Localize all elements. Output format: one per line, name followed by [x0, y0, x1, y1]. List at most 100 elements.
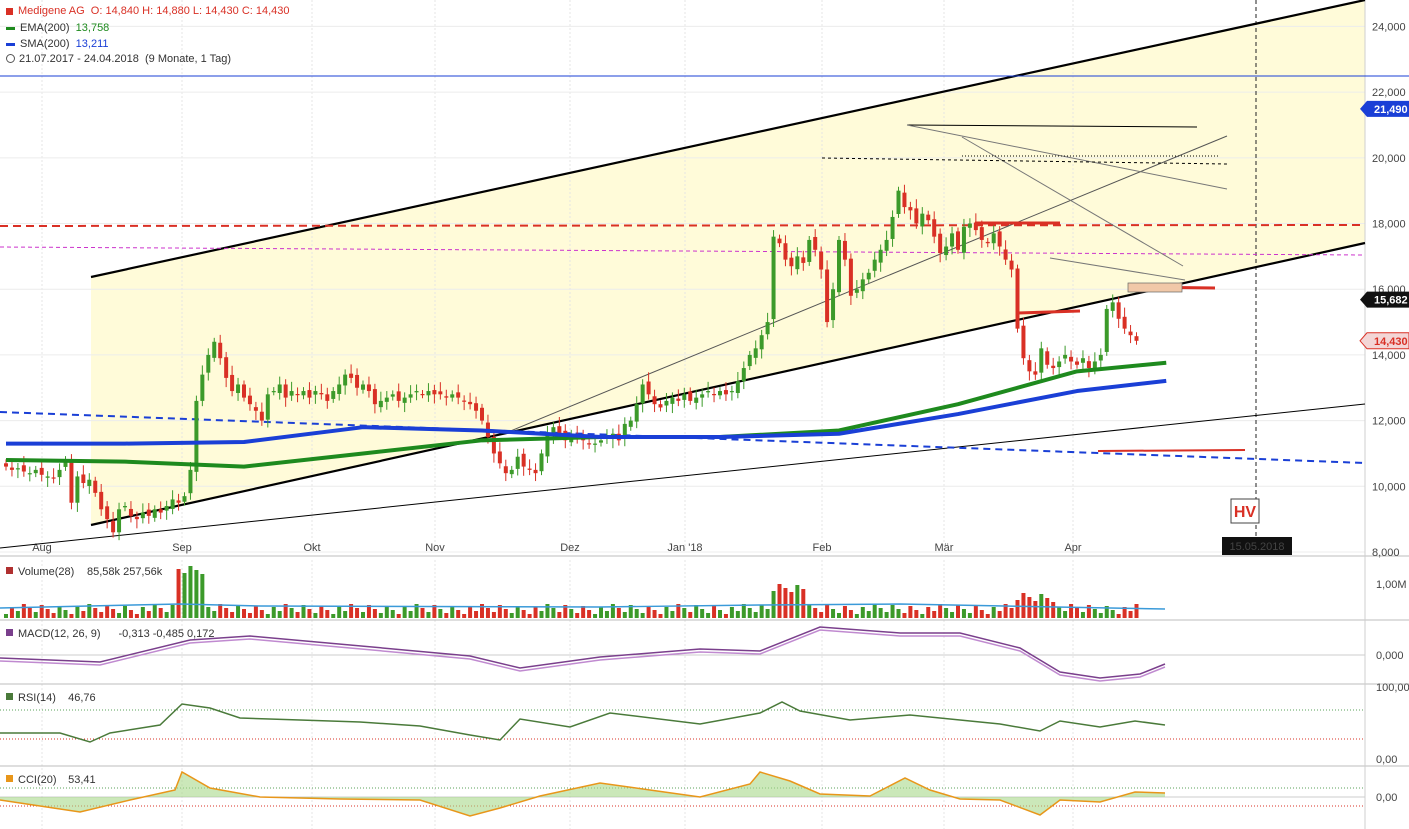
candle-body-11 [69, 461, 74, 503]
volume-bar-184 [1098, 613, 1103, 618]
subpanel-name-0: Volume(28) [18, 566, 74, 578]
volume-bar-182 [1086, 605, 1091, 618]
candle-body-135 [807, 239, 812, 262]
volume-bar-104 [622, 612, 627, 618]
volume-bar-42 [253, 606, 258, 618]
price-tag-label-0: 21,490 [1374, 104, 1408, 116]
volume-bar-68 [408, 611, 413, 618]
volume-bar-111 [664, 607, 669, 618]
date-range-detail: (9 Monate, 1 Tag) [145, 53, 232, 65]
volume-bar-146 [872, 604, 877, 618]
subpanel-values-2: 46,76 [68, 692, 96, 704]
candle-body-162 [967, 223, 972, 228]
candle-body-44 [265, 394, 270, 420]
volume-bar-122 [729, 607, 734, 618]
volume-bar-109 [652, 610, 657, 618]
candle-body-167 [997, 231, 1002, 247]
volume-bar-78 [468, 607, 473, 618]
candle-body-2 [15, 468, 20, 470]
ema-swatch-icon [6, 26, 15, 30]
candle-body-118 [706, 391, 711, 393]
subpanel-name-1: MACD(12, 26, 9) [18, 628, 101, 640]
candle-body-124 [741, 368, 746, 382]
candle-body-123 [735, 381, 740, 394]
volume-bar-4 [27, 608, 32, 618]
volume-bar-93 [557, 612, 562, 618]
candle-body-37 [224, 357, 229, 378]
volume-bar-121 [723, 614, 728, 618]
candle-body-185 [1104, 308, 1109, 352]
candle-body-45 [271, 391, 276, 393]
price-tag-0 [1360, 100, 1409, 117]
volume-bar-113 [676, 604, 681, 618]
subpanel-name-2: RSI(14) [18, 692, 56, 704]
volume-bar-115 [688, 612, 693, 618]
volume-bar-20 [123, 606, 127, 618]
candle-body-61 [366, 384, 371, 392]
volume-bar-166 [991, 607, 996, 618]
volume-bar-65 [390, 610, 395, 618]
candle-body-59 [355, 374, 360, 388]
candle-body-172 [1027, 360, 1032, 372]
volume-bar-173 [1033, 601, 1038, 618]
volume-bar-45 [271, 607, 276, 618]
price-tag-label-1: 15,682 [1374, 295, 1408, 307]
y-label-3: 18,000 [1372, 219, 1406, 231]
candle-body-174 [1039, 348, 1044, 373]
sma-line [6, 378, 1167, 446]
candle-body-92 [551, 427, 556, 435]
candle-body-82 [491, 437, 496, 454]
volume-bar-12 [75, 607, 80, 618]
volume-bar-80 [480, 604, 484, 618]
volume-bar-135 [807, 604, 812, 618]
candle-body-163 [973, 222, 978, 231]
candle-body-64 [384, 397, 389, 402]
volume-bar-79 [474, 611, 479, 618]
rsi-y-tick-bottom: 0,00 [1376, 754, 1397, 766]
candle-body-51 [307, 390, 312, 398]
consolidation-box [1127, 282, 1183, 293]
volume-bar-127 [759, 605, 764, 618]
candle-body-7 [45, 476, 50, 478]
drawing-line-5 [0, 224, 1366, 227]
candle-body-159 [950, 233, 955, 247]
volume-bar-66 [396, 614, 401, 618]
volume-bar-27 [164, 612, 169, 618]
x-label-0: Aug [32, 542, 52, 554]
volume-bar-120 [718, 610, 722, 618]
candle-body-149 [890, 216, 895, 239]
drawing-line-0 [90, 0, 1366, 279]
volume-bar-119 [712, 606, 717, 618]
candle-body-178 [1063, 354, 1068, 359]
candle-body-74 [444, 396, 449, 398]
volume-bar-26 [158, 608, 163, 618]
candle-body-104 [622, 423, 627, 439]
candle-body-122 [729, 391, 734, 393]
drawing-line-17 [1097, 449, 1246, 452]
volume-bar-16 [99, 612, 104, 618]
candle-body-150 [896, 190, 901, 214]
volume-bar-72 [432, 605, 437, 618]
volume-bar-98 [587, 610, 592, 618]
candle-body-15 [93, 480, 98, 493]
volume-bar-62 [372, 609, 377, 618]
volume-bar-52 [313, 613, 318, 618]
date-range: 21.07.2017 - 24.04.2018 [19, 53, 139, 65]
volume-bar-9 [57, 606, 62, 618]
candle-body-177 [1057, 361, 1062, 368]
volume-bar-60 [361, 612, 365, 618]
candle-body-143 [854, 289, 859, 293]
volume-bar-64 [384, 606, 389, 618]
volume-bar-103 [616, 608, 621, 618]
candle-body-78 [468, 401, 473, 405]
candle-body-120 [718, 391, 722, 396]
volume-bar-181 [1080, 612, 1085, 618]
candle-body-175 [1045, 351, 1050, 365]
volume-bar-67 [402, 607, 407, 618]
volume-bar-128 [765, 609, 770, 618]
candle-body-144 [860, 279, 865, 292]
volume-bar-46 [277, 611, 282, 618]
volume-bar-142 [848, 610, 853, 618]
candle-body-134 [801, 257, 806, 263]
